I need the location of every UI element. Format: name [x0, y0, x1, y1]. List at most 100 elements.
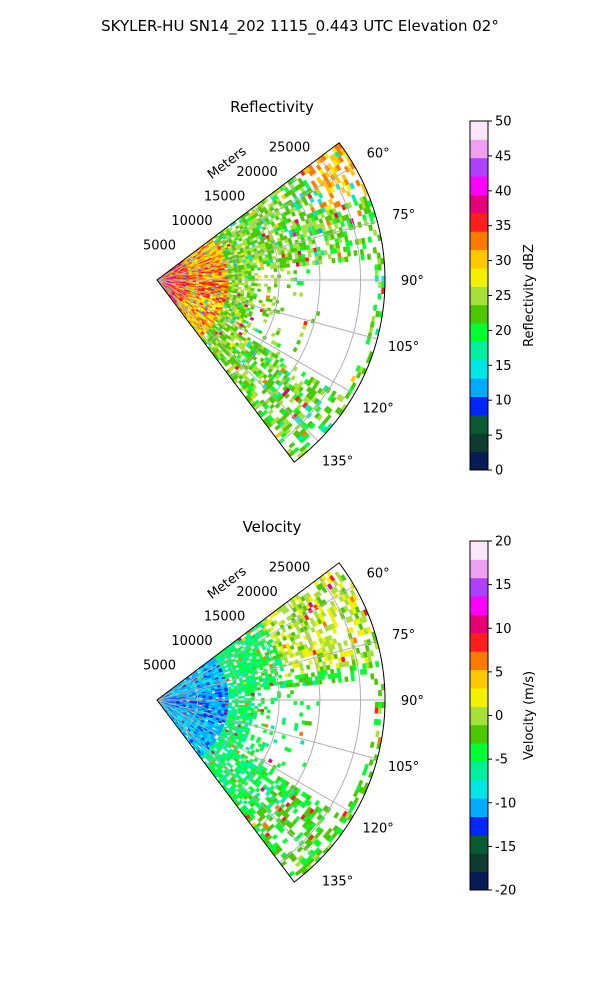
- radar-gate: [273, 268, 278, 272]
- radar-gate: [377, 293, 382, 300]
- radar-gate: [269, 682, 274, 687]
- radar-gate: [301, 324, 307, 330]
- radar-gate: [225, 696, 229, 699]
- radar-gate: [266, 715, 271, 719]
- radar-gate: [284, 607, 290, 613]
- radar-gate: [274, 697, 278, 702]
- radar-gate: [299, 731, 304, 737]
- radar-gate: [323, 669, 328, 676]
- colorbar-swatch: [470, 121, 488, 140]
- range-ring: [279, 157, 362, 443]
- radar-gate: [257, 275, 262, 279]
- radar-gate: [280, 619, 286, 625]
- colorbar-swatch: [470, 433, 488, 453]
- colorbar-tick-label: 30: [495, 254, 512, 269]
- radar-gate: [192, 695, 197, 697]
- radar-gate: [353, 199, 359, 207]
- radar-gate: [228, 226, 233, 232]
- radar-gate: [300, 281, 304, 286]
- radar-gate: [247, 688, 252, 692]
- radar-gate: [221, 695, 226, 698]
- radar-gate: [305, 257, 310, 262]
- colorbar-tick-label: 35: [495, 219, 512, 234]
- radar-gate: [337, 252, 342, 258]
- radar-gate: [279, 667, 285, 672]
- radar-gate: [286, 270, 291, 275]
- radar-field: [156, 142, 386, 459]
- radar-gate: [264, 723, 269, 728]
- radar-gate: [221, 280, 226, 283]
- radar-gate: [325, 240, 330, 246]
- radar-gate: [285, 680, 290, 685]
- radar-gate: [254, 272, 259, 276]
- radar-gate: [269, 265, 274, 270]
- radar-gate: [215, 280, 220, 283]
- radar-gate: [274, 277, 278, 282]
- radar-gate: [287, 747, 292, 753]
- radar-gate: [260, 711, 264, 716]
- azimuth-gridline: [156, 165, 355, 281]
- radar-gate: [231, 276, 236, 279]
- radar-gate: [266, 709, 271, 714]
- radar-gate: [305, 244, 311, 250]
- radar-gate: [260, 708, 265, 713]
- radar-gate: [231, 274, 236, 277]
- radar-gate: [272, 262, 277, 266]
- radar-gate: [295, 682, 300, 687]
- colorbar-swatch: [470, 359, 488, 379]
- radar-gate: [251, 280, 255, 284]
- radar-gate: [231, 700, 236, 703]
- radar-gate: [372, 247, 378, 254]
- radar-gate: [308, 676, 313, 682]
- colorbar-swatch: [470, 451, 488, 471]
- radar-gate: [360, 254, 365, 261]
- radar-gate: [270, 725, 275, 730]
- radar-gate: [261, 226, 267, 231]
- radar-gate: [224, 328, 230, 333]
- radar-gate: [293, 277, 298, 282]
- radar-gate: [228, 694, 233, 698]
- radar-gate: [366, 253, 372, 260]
- radar-gate: [259, 683, 264, 688]
- radar-gate: [228, 696, 233, 699]
- radar-gate: [368, 224, 373, 232]
- radar-gate: [215, 695, 219, 698]
- radar-gate: [368, 327, 374, 334]
- radar-gate: [239, 715, 244, 720]
- radar-gate: [246, 294, 251, 299]
- radar-gate: [329, 186, 336, 194]
- range-tick-label: 5000: [143, 238, 176, 253]
- radar-gate: [301, 253, 306, 259]
- radar-gate: [346, 250, 352, 257]
- radar-gate: [218, 697, 223, 700]
- radar-gate: [231, 270, 235, 273]
- radar-gate: [218, 277, 223, 280]
- radar-gate: [215, 277, 220, 280]
- radar-gate: [244, 273, 249, 277]
- radar-gate: [297, 250, 302, 256]
- radar-gate: [321, 674, 326, 680]
- radar-gate: [349, 182, 355, 190]
- radar-gate: [230, 290, 235, 294]
- radar-gate: [251, 703, 255, 707]
- radar-gate: [257, 692, 262, 696]
- radar-gate: [264, 742, 270, 748]
- radar-gate: [260, 252, 266, 257]
- radar-gate: [299, 712, 304, 717]
- radar-gate: [372, 304, 378, 311]
- radar-gate: [208, 707, 213, 710]
- radar-gate: [378, 281, 382, 288]
- radar-gate: [286, 284, 291, 289]
- radar-gate: [243, 314, 249, 319]
- radar-gate: [247, 270, 252, 274]
- radar-gate: [316, 414, 324, 422]
- radar-gate: [305, 681, 310, 686]
- radar-gate: [266, 685, 271, 690]
- radar-gate: [323, 249, 328, 256]
- radar-gate: [319, 212, 325, 219]
- radar-gate: [282, 680, 287, 685]
- radar-gate: [271, 255, 276, 260]
- radar-gate: [249, 316, 255, 321]
- radar-gate: [299, 332, 305, 338]
